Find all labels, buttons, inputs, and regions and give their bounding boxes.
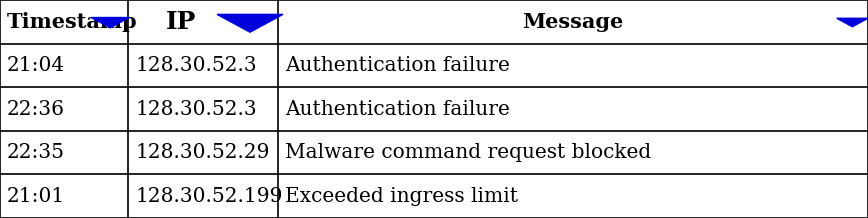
Text: 21:04: 21:04 <box>7 56 65 75</box>
Text: Message: Message <box>523 12 623 32</box>
Polygon shape <box>837 18 868 27</box>
Text: 128.30.52.199: 128.30.52.199 <box>135 187 283 206</box>
Polygon shape <box>217 14 283 32</box>
Text: IP: IP <box>167 10 196 34</box>
Text: Authentication failure: Authentication failure <box>285 56 510 75</box>
Text: 22:35: 22:35 <box>7 143 65 162</box>
Text: Authentication failure: Authentication failure <box>285 99 510 119</box>
Text: 22:36: 22:36 <box>7 99 65 119</box>
Text: 128.30.52.3: 128.30.52.3 <box>135 99 257 119</box>
Text: Malware command request blocked: Malware command request blocked <box>285 143 651 162</box>
Text: Exceeded ingress limit: Exceeded ingress limit <box>285 187 517 206</box>
Polygon shape <box>91 17 129 28</box>
Text: 128.30.52.29: 128.30.52.29 <box>135 143 270 162</box>
Text: 21:01: 21:01 <box>7 187 65 206</box>
Text: Timestamp: Timestamp <box>7 12 137 32</box>
Text: 128.30.52.3: 128.30.52.3 <box>135 56 257 75</box>
